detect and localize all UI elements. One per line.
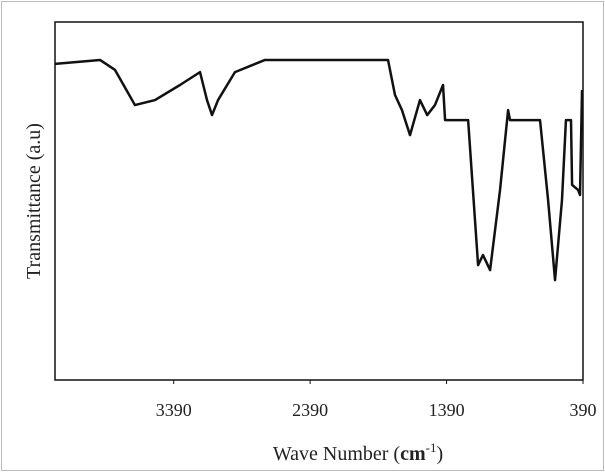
x-label-text: Wave Number ( xyxy=(273,443,401,465)
spectrum-line xyxy=(54,58,584,282)
x-label-close: ) xyxy=(436,443,443,465)
y-axis-label: Transmittance (a.u) xyxy=(23,123,45,279)
plot-area xyxy=(54,21,584,381)
x-tick-label: 2390 xyxy=(292,400,328,420)
x-label-unit: cm xyxy=(400,443,426,465)
x-tick-label: 3390 xyxy=(156,400,192,420)
x-tick-label: 1390 xyxy=(429,400,465,420)
x-axis-label: Wave Number (cm-1) xyxy=(273,440,443,465)
x-tick-label: 390 xyxy=(570,400,597,420)
x-label-exponent: -1 xyxy=(426,440,437,455)
